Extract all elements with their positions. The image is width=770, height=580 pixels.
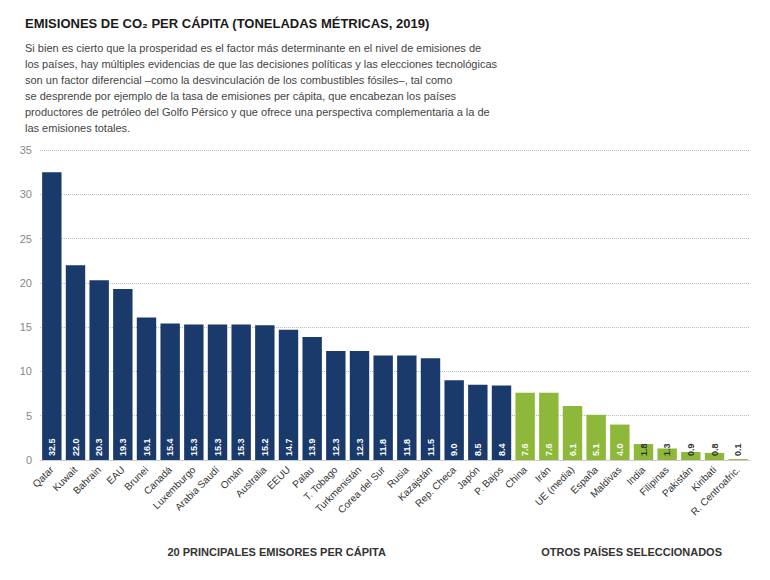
- svg-text:Kuwait: Kuwait: [50, 464, 80, 494]
- svg-text:los países, hay múltiples evid: los países, hay múltiples evidencias de …: [25, 58, 498, 70]
- svg-text:15.2: 15.2: [260, 438, 270, 456]
- svg-text:T. Tobago: T. Tobago: [301, 464, 340, 503]
- svg-text:son un factor diferencial –com: son un factor diferencial –como la desvi…: [25, 74, 452, 86]
- svg-text:16.1: 16.1: [142, 438, 152, 456]
- svg-text:OTROS PAÍSES SELECCIONADOS: OTROS PAÍSES SELECCIONADOS: [541, 546, 722, 558]
- svg-text:0.1: 0.1: [733, 443, 743, 456]
- svg-text:EEUU: EEUU: [265, 464, 292, 491]
- svg-text:R. Centroafric.: R. Centroafric.: [689, 464, 742, 517]
- svg-text:EMISIONES DE CO₂ PER CÁPITA (T: EMISIONES DE CO₂ PER CÁPITA (TONELADAS M…: [25, 16, 429, 31]
- svg-text:12.3: 12.3: [331, 438, 341, 456]
- svg-text:Filipinas: Filipinas: [637, 464, 672, 498]
- svg-text:Canadá: Canadá: [141, 464, 175, 497]
- svg-text:las emisiones totales.: las emisiones totales.: [25, 122, 130, 134]
- svg-text:Omán: Omán: [218, 464, 246, 492]
- svg-text:Arabia Saudí: Arabia Saudí: [173, 464, 222, 513]
- svg-text:España: España: [568, 464, 601, 496]
- svg-text:Turkmenistán: Turkmenistán: [313, 464, 364, 515]
- svg-text:32.5: 32.5: [47, 438, 57, 456]
- svg-text:20: 20: [20, 277, 32, 289]
- svg-text:13.9: 13.9: [307, 438, 317, 456]
- svg-text:Kiribati: Kiribati: [689, 464, 719, 494]
- svg-text:Corea del Sur: Corea del Sur: [336, 464, 388, 516]
- svg-text:Bahrain: Bahrain: [71, 464, 103, 496]
- svg-text:Kazajstán: Kazajstán: [395, 464, 435, 503]
- svg-text:35: 35: [20, 144, 32, 156]
- svg-text:11.5: 11.5: [426, 439, 436, 456]
- svg-text:Rep. Checa: Rep. Checa: [413, 464, 458, 509]
- svg-text:30: 30: [20, 188, 32, 200]
- svg-text:15.3: 15.3: [213, 438, 223, 456]
- svg-text:Luxemburgo: Luxemburgo: [150, 464, 198, 512]
- svg-text:5: 5: [26, 410, 32, 422]
- svg-text:15.4: 15.4: [165, 438, 175, 456]
- svg-text:Si bien es cierto que la prosp: Si bien es cierto que la prosperidad es …: [25, 42, 481, 54]
- svg-text:India: India: [624, 464, 648, 488]
- svg-text:1.8: 1.8: [639, 443, 649, 456]
- svg-text:15.3: 15.3: [236, 438, 246, 456]
- svg-text:UE (media): UE (media): [532, 464, 577, 508]
- svg-text:P. Bajos: P. Bajos: [472, 464, 505, 497]
- svg-text:15.3: 15.3: [189, 438, 199, 456]
- svg-text:0: 0: [26, 454, 32, 466]
- svg-text:Qatar: Qatar: [30, 464, 56, 490]
- svg-text:5.1: 5.1: [591, 443, 601, 456]
- svg-text:4.0: 4.0: [615, 443, 625, 456]
- svg-text:Palau: Palau: [290, 464, 317, 490]
- svg-text:se desprende por ejemplo de la: se desprende por ejemplo de la tasa de e…: [25, 90, 457, 102]
- svg-text:China: China: [503, 464, 530, 491]
- svg-text:19.3: 19.3: [118, 438, 128, 456]
- svg-text:12.3: 12.3: [355, 438, 365, 456]
- svg-text:Rusia: Rusia: [384, 464, 411, 490]
- svg-text:10: 10: [20, 365, 32, 377]
- svg-text:EAU: EAU: [104, 464, 127, 487]
- svg-text:14.7: 14.7: [284, 438, 294, 456]
- svg-text:8.4: 8.4: [497, 443, 507, 456]
- svg-text:15: 15: [20, 321, 32, 333]
- svg-text:11.8: 11.8: [402, 439, 412, 456]
- svg-text:7.6: 7.6: [520, 443, 530, 456]
- svg-text:20 PRINCIPALES EMISORES PER CÁ: 20 PRINCIPALES EMISORES PER CÁPITA: [167, 546, 385, 558]
- svg-text:8.5: 8.5: [473, 443, 483, 456]
- svg-text:1.3: 1.3: [662, 443, 672, 456]
- svg-text:Brunei: Brunei: [122, 464, 151, 493]
- svg-text:Maldivas: Maldivas: [588, 464, 624, 500]
- svg-text:20.3: 20.3: [94, 438, 104, 456]
- svg-text:Pakistán: Pakistán: [660, 464, 695, 499]
- svg-text:9.0: 9.0: [449, 443, 459, 456]
- svg-text:0.9: 0.9: [686, 443, 696, 456]
- svg-text:22.0: 22.0: [71, 438, 81, 456]
- svg-text:productores de petróleo del Go: productores de petróleo del Golfo Pérsic…: [25, 106, 490, 118]
- svg-text:11.8: 11.8: [378, 439, 388, 456]
- svg-text:Japón: Japón: [454, 464, 482, 492]
- svg-text:6.1: 6.1: [568, 443, 578, 456]
- svg-text:Irán: Irán: [533, 464, 553, 484]
- svg-text:Australia: Australia: [233, 464, 269, 500]
- svg-text:7.6: 7.6: [544, 443, 554, 456]
- svg-text:0.8: 0.8: [710, 443, 720, 456]
- svg-text:25: 25: [20, 233, 32, 245]
